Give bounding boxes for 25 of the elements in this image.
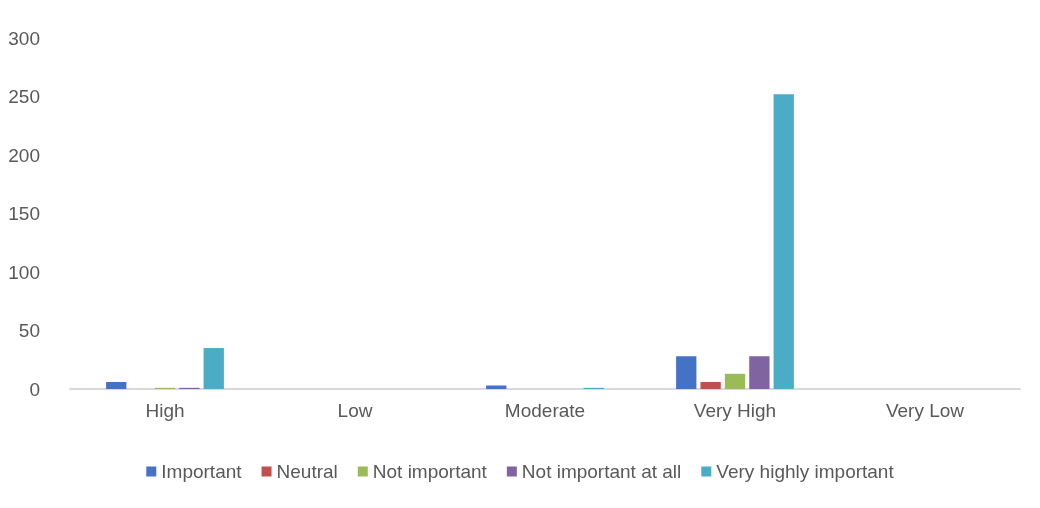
bar [676, 356, 697, 389]
legend-label: Not important [372, 461, 488, 482]
legend-label: Very highly important [716, 461, 895, 482]
y-tick-label: 150 [8, 203, 40, 224]
x-tick-label: Very High [693, 400, 777, 421]
y-tick-label: 300 [8, 27, 40, 49]
y-tick-label: 200 [8, 144, 40, 166]
legend-label: Neutral [276, 461, 338, 482]
x-tick-label: High [145, 400, 185, 421]
bar [106, 381, 127, 389]
bar [203, 348, 224, 389]
x-tick-label: Low [337, 400, 373, 421]
y-tick-label: 0 [29, 378, 40, 400]
bar [724, 373, 746, 389]
bar [700, 381, 721, 389]
x-tick-label: Very Low [885, 400, 965, 421]
bar [773, 94, 794, 389]
y-tick-label: 100 [8, 261, 40, 283]
legend-label: Not important at all [521, 461, 682, 482]
bar [486, 385, 507, 389]
legend-label: Important [161, 461, 243, 482]
bar [749, 356, 770, 389]
y-tick-label: 50 [18, 320, 40, 341]
y-tick-label: 250 [8, 86, 40, 107]
x-tick-label: Moderate [504, 400, 586, 421]
